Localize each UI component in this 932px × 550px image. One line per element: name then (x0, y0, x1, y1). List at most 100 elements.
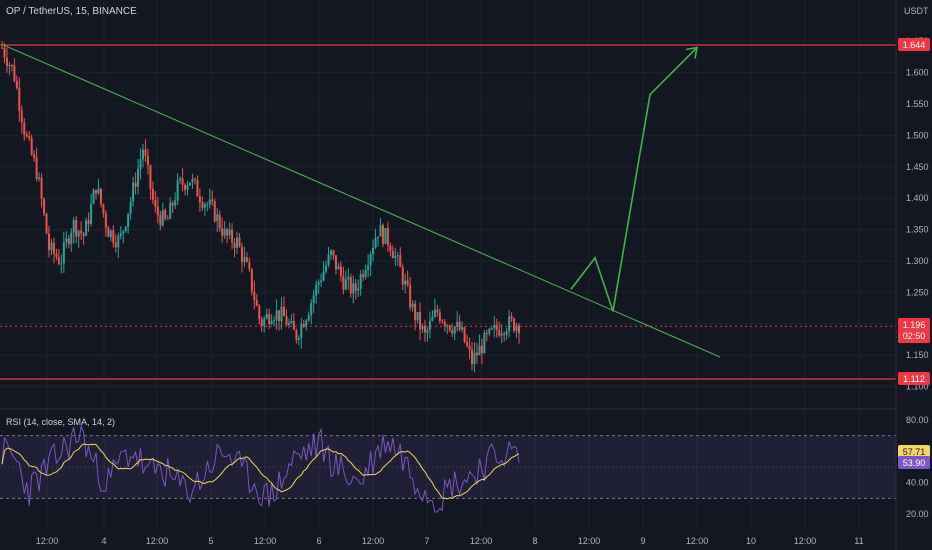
candle (488, 327, 491, 337)
candle (127, 213, 130, 234)
candle (260, 316, 263, 332)
rsi-pane[interactable] (0, 424, 896, 513)
candle (156, 196, 159, 224)
candle (500, 324, 503, 344)
trendline[interactable] (1, 43, 721, 358)
price-axis[interactable]: 1.6501.6001.5501.5001.4501.4001.3501.300… (906, 36, 929, 391)
candle (352, 275, 355, 304)
candle (283, 296, 285, 317)
candle (513, 317, 516, 333)
candle (226, 227, 229, 244)
candle (453, 325, 456, 341)
candle (45, 212, 48, 235)
price-tick-label: 1.450 (906, 162, 929, 172)
candle (171, 200, 174, 213)
rsi-value-text: 57.71 (903, 447, 926, 457)
candle (236, 231, 238, 254)
time-tick-label: 12:00 (794, 536, 817, 546)
candle (419, 302, 422, 341)
candle (75, 216, 78, 244)
candle (151, 181, 154, 205)
candle (317, 279, 320, 294)
candle (122, 230, 125, 244)
candle (97, 179, 100, 196)
candle (495, 318, 498, 338)
candle (124, 226, 127, 234)
candle (302, 319, 305, 328)
price-tick-label: 1.350 (906, 225, 929, 235)
candle (114, 234, 117, 253)
candle (35, 147, 38, 182)
candle (325, 260, 328, 274)
candle (391, 245, 394, 259)
candle (426, 326, 429, 342)
candle (20, 105, 23, 134)
candle (367, 254, 370, 278)
candle (305, 318, 308, 331)
candle (315, 280, 318, 304)
time-axis[interactable]: 12:00 4 12:00 5 12:00 6 12:00 7 12:00 8 12:00 9 12:0… (36, 536, 864, 546)
candle (211, 190, 214, 206)
candle (381, 223, 384, 248)
price-pane[interactable] (0, 41, 896, 380)
candle (401, 263, 404, 291)
candle (369, 251, 372, 277)
symbol-title[interactable]: OP / TetherUS, 15, BINANCE (6, 6, 137, 17)
candle (102, 203, 105, 218)
candle (273, 316, 276, 327)
price-tick-label: 1.100 (906, 382, 929, 392)
price-tick-label: 1.600 (906, 68, 929, 78)
candle (159, 210, 162, 231)
candle (258, 303, 261, 325)
candle (364, 264, 367, 280)
time-tick-label: 9 (640, 536, 645, 546)
candle (475, 342, 478, 364)
candle (146, 148, 149, 175)
candle (52, 237, 55, 264)
candle (253, 280, 256, 310)
candle (287, 318, 290, 329)
candle (374, 228, 377, 249)
candle (13, 58, 16, 83)
candle (57, 248, 60, 266)
candle (129, 197, 132, 220)
candle (142, 143, 144, 168)
candle (43, 197, 46, 217)
candle (278, 310, 281, 331)
projection-path[interactable] (570, 46, 698, 312)
candle (446, 324, 449, 334)
time-tick-label: 12:00 (470, 536, 493, 546)
candle (285, 309, 288, 326)
candle (508, 309, 511, 338)
support-price-text: 1.112 (903, 374, 925, 384)
candle (518, 323, 520, 344)
candle (414, 300, 417, 331)
candle (384, 227, 387, 245)
candle (139, 148, 142, 180)
candle (399, 247, 402, 268)
candle (438, 308, 441, 324)
candle (493, 315, 496, 338)
candle (10, 64, 13, 72)
candle (8, 61, 11, 75)
candle (307, 311, 310, 322)
candle (67, 234, 70, 249)
candle (505, 327, 508, 340)
candle (117, 232, 120, 258)
rsi-ma-value-label (898, 456, 930, 469)
candle (166, 215, 169, 220)
candle (184, 183, 187, 196)
candle (245, 252, 248, 263)
candle (250, 268, 253, 296)
candle (255, 294, 258, 307)
candle (490, 326, 493, 331)
rsi-tick-label: 40.00 (906, 478, 929, 488)
candle (312, 289, 315, 313)
candle (70, 228, 73, 252)
rsi-title[interactable]: RSI (14, close, SMA, 14, 2) (6, 417, 115, 427)
candle (99, 188, 102, 208)
candle (344, 270, 347, 291)
candle (431, 310, 434, 322)
candle (50, 238, 53, 256)
